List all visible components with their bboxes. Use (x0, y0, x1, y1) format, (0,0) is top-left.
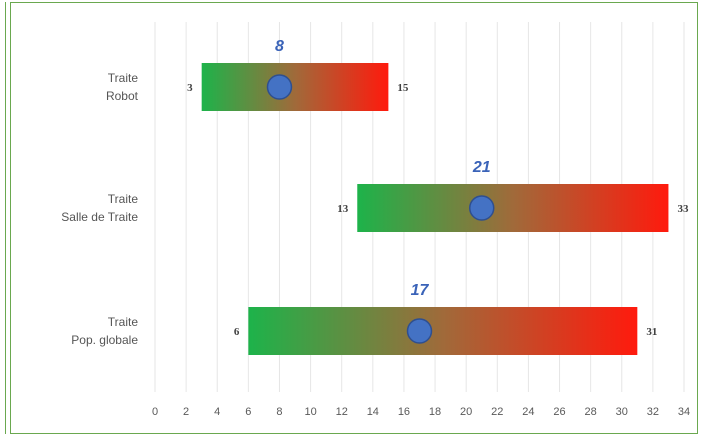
range-min-label: 13 (337, 203, 349, 215)
x-tick-label: 14 (367, 406, 379, 418)
range-min-label: 6 (234, 326, 240, 338)
value-marker (406, 318, 433, 344)
value-marker-label: 17 (411, 282, 430, 299)
category-label: Traite (108, 71, 139, 85)
category-label: Traite (108, 315, 139, 329)
category-label: Traite (108, 192, 139, 206)
x-tick-label: 22 (491, 406, 503, 418)
x-tick-label: 20 (460, 406, 472, 418)
range-max-label: 33 (677, 203, 689, 215)
x-tick-label: 16 (398, 406, 410, 418)
range-bars: 3 15 8 13 33 21 6 31 17 (187, 38, 689, 355)
x-tick-label: 28 (585, 406, 597, 418)
x-tick-label: 10 (304, 406, 316, 418)
category-label: Robot (106, 89, 139, 103)
x-tick-label: 12 (336, 406, 348, 418)
category-label: Salle de Traite (61, 210, 138, 224)
x-tick-label: 26 (553, 406, 565, 418)
category-label: Pop. globale (71, 333, 138, 347)
x-tick-label: 6 (245, 406, 251, 418)
x-tick-label: 34 (678, 406, 690, 418)
x-tick-label: 24 (522, 406, 534, 418)
range-bar (201, 63, 389, 111)
range-max-label: 31 (646, 326, 657, 338)
left-border-rule (2, 2, 6, 434)
x-tick-label: 30 (616, 406, 628, 418)
x-tick-label: 18 (429, 406, 441, 418)
x-tick-label: 2 (183, 406, 189, 418)
x-axis-ticks: 0 2 4 6 8 10 12 14 16 18 20 22 24 26 28 30 32 34 (152, 406, 690, 418)
x-tick-label: 8 (276, 406, 282, 418)
range-min-label: 3 (187, 82, 193, 94)
x-tick-label: 0 (152, 406, 158, 418)
value-marker-label: 8 (275, 38, 284, 55)
range-bar (357, 184, 669, 232)
x-tick-label: 4 (214, 406, 220, 418)
category-labels: Traite Robot Traite Salle de Traite Traite Po… (61, 71, 138, 347)
range-max-label: 15 (397, 82, 409, 94)
value-marker (468, 195, 495, 221)
x-tick-label: 32 (647, 406, 659, 418)
value-marker-label: 21 (472, 159, 491, 176)
value-marker (266, 74, 293, 100)
range-bar (248, 307, 638, 355)
